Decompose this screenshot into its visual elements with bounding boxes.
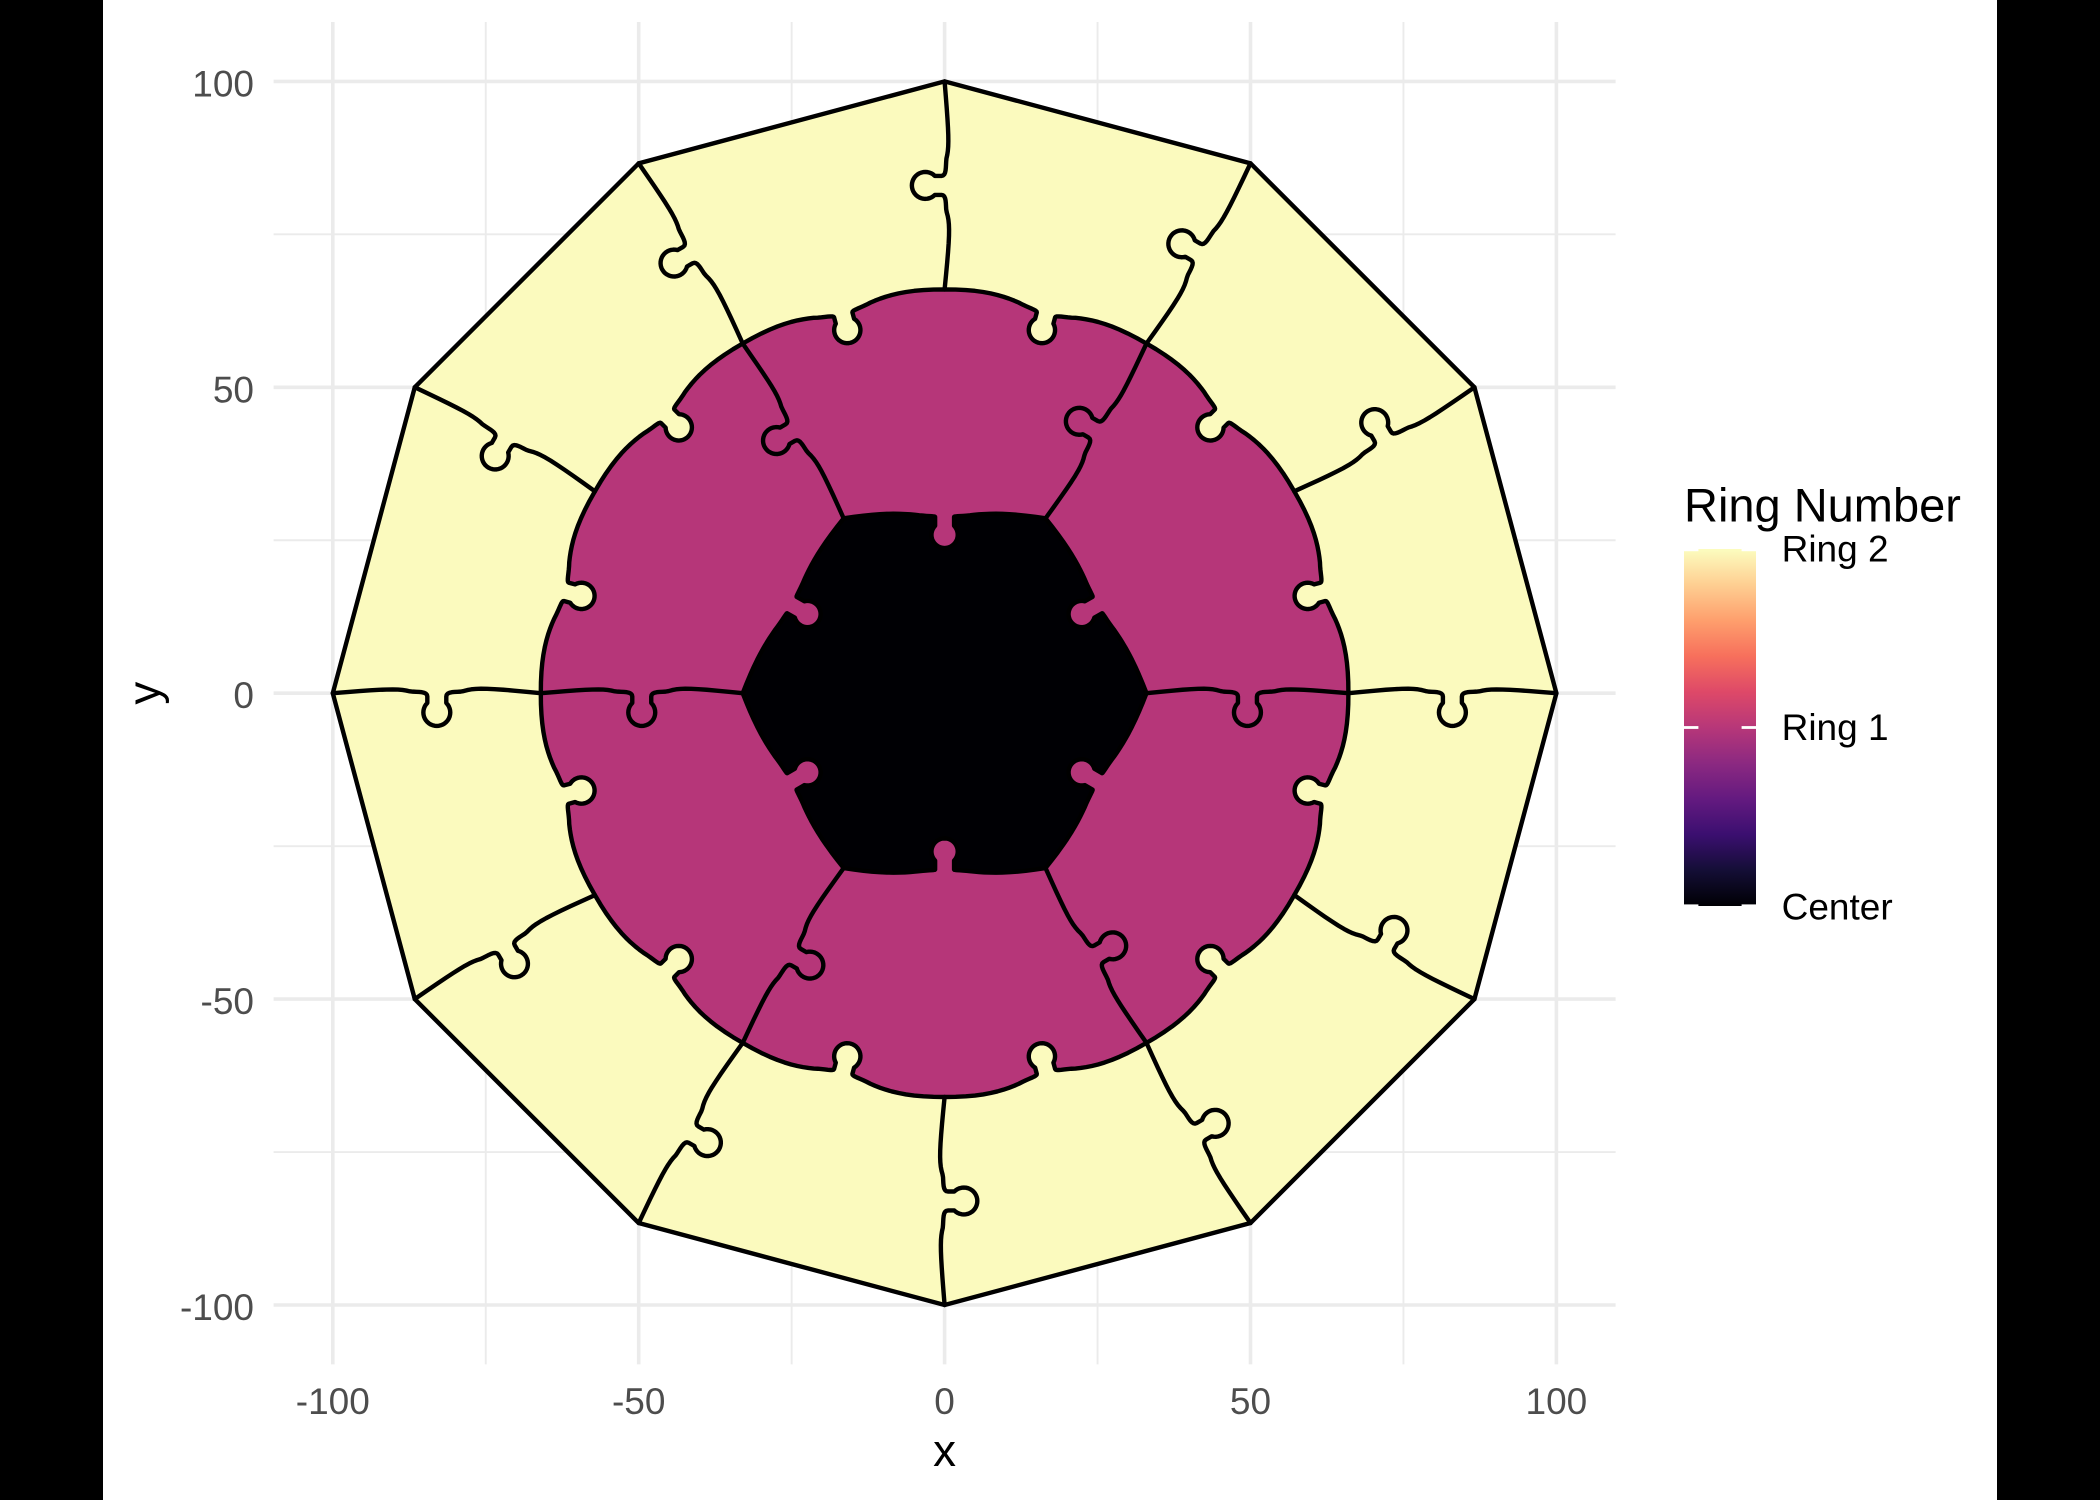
svg-text:100: 100	[192, 63, 254, 104]
svg-text:-50: -50	[612, 1381, 665, 1422]
svg-text:-100: -100	[296, 1381, 370, 1422]
svg-text:-50: -50	[201, 981, 254, 1022]
svg-text:0: 0	[934, 1381, 955, 1422]
svg-text:Ring 2: Ring 2	[1782, 529, 1889, 570]
svg-text:100: 100	[1526, 1381, 1588, 1422]
svg-text:50: 50	[1230, 1381, 1271, 1422]
svg-text:y: y	[119, 682, 170, 705]
svg-text:Ring 1: Ring 1	[1782, 707, 1889, 748]
svg-text:0: 0	[233, 675, 254, 716]
svg-text:50: 50	[213, 369, 254, 410]
svg-text:Center: Center	[1782, 887, 1893, 928]
svg-text:-100: -100	[180, 1287, 254, 1328]
svg-text:Ring Number: Ring Number	[1684, 479, 1961, 532]
svg-text:x: x	[933, 1425, 956, 1476]
